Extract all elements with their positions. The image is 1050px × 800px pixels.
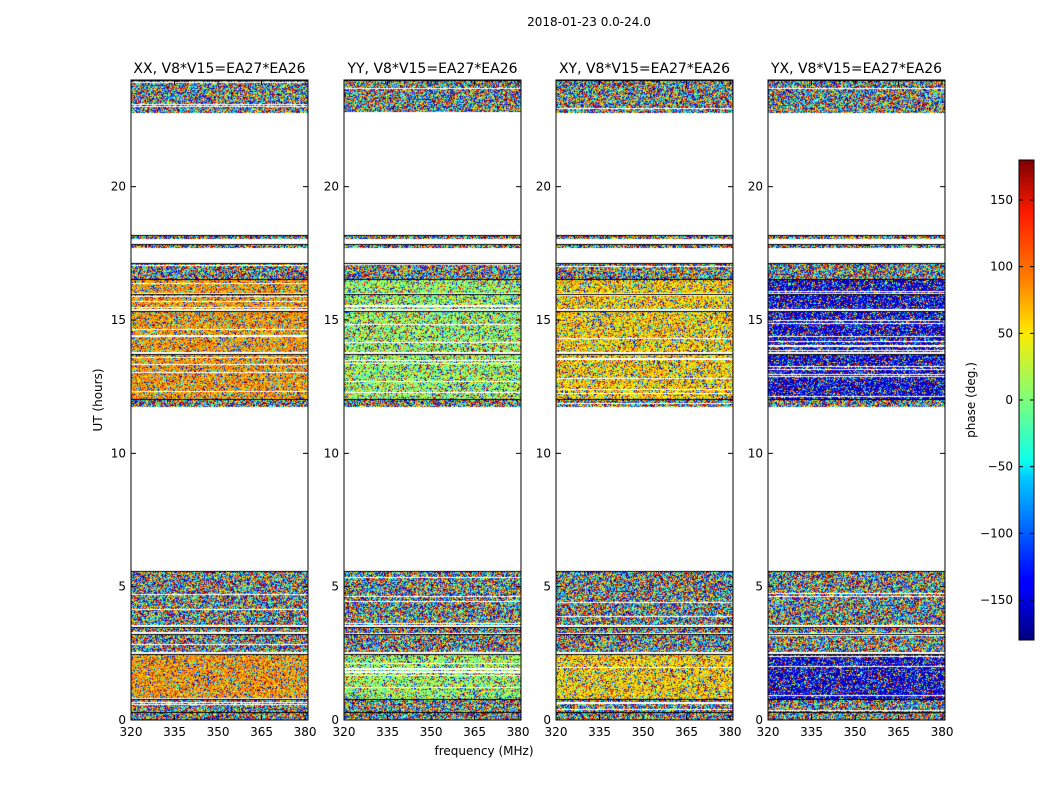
panel-title: XX, V8*V15=EA27*EA26 bbox=[133, 61, 305, 77]
y-tick-label: 15 bbox=[748, 313, 763, 327]
y-tick-label: 20 bbox=[748, 180, 763, 194]
colorbar-tick-label: 50 bbox=[998, 326, 1013, 340]
panel-frame bbox=[343, 79, 522, 721]
panel-xy: XY, V8*V15=EA27*EA26 320 335 350 365 380 0 5 10 1… bbox=[536, 61, 742, 739]
panel-title: YY, V8*V15=EA27*EA26 bbox=[346, 61, 517, 77]
x-tick-label: 365 bbox=[250, 725, 273, 739]
x-tick-label: 350 bbox=[207, 725, 230, 739]
y-tick-label: 15 bbox=[536, 313, 551, 327]
x-tick-label: 320 bbox=[120, 725, 143, 739]
y-tick-label: 5 bbox=[543, 580, 551, 594]
x-tick-label: 380 bbox=[931, 725, 954, 739]
x-tick-label: 365 bbox=[463, 725, 486, 739]
panel-xx: XX, V8*V15=EA27*EA26 320 335 350 365 380 0 5 10 1… bbox=[111, 61, 317, 739]
panel-title: XY, V8*V15=EA27*EA26 bbox=[559, 61, 730, 77]
y-tick-label: 0 bbox=[118, 713, 126, 727]
panel-yy: YY, V8*V15=EA27*EA26 320 335 350 365 380 0 5 10 1… bbox=[324, 61, 530, 739]
x-tick-label: 335 bbox=[376, 725, 399, 739]
x-tick-label: 350 bbox=[420, 725, 443, 739]
x-tick-label: 350 bbox=[632, 725, 655, 739]
colorbar-tick-label: 150 bbox=[990, 193, 1013, 207]
panel-frame bbox=[767, 79, 946, 721]
phase-heatmap-canvas bbox=[344, 80, 521, 720]
phase-heatmap-canvas bbox=[556, 80, 733, 720]
x-tick-label: 380 bbox=[507, 725, 530, 739]
x-tick-label: 320 bbox=[545, 725, 568, 739]
y-tick-label: 15 bbox=[111, 313, 126, 327]
y-tick-label: 5 bbox=[331, 580, 339, 594]
phase-heatmap bbox=[556, 80, 733, 720]
phase-heatmap bbox=[131, 80, 308, 720]
y-tick-label: 10 bbox=[111, 446, 126, 460]
x-tick-label: 365 bbox=[675, 725, 698, 739]
y-tick-label: 0 bbox=[331, 713, 339, 727]
x-tick-label: 380 bbox=[294, 725, 317, 739]
y-tick-label: 20 bbox=[324, 180, 339, 194]
phase-heatmap-canvas bbox=[131, 80, 308, 720]
y-tick-label: 10 bbox=[748, 446, 763, 460]
colorbar-tick-label: −50 bbox=[988, 460, 1013, 474]
y-tick-label: 10 bbox=[324, 446, 339, 460]
phase-heatmap bbox=[768, 80, 945, 720]
phase-heatmap bbox=[344, 80, 521, 720]
x-tick-label: 380 bbox=[719, 725, 742, 739]
y-tick-label: 0 bbox=[543, 713, 551, 727]
x-tick-label: 335 bbox=[800, 725, 823, 739]
x-tick-label: 335 bbox=[588, 725, 611, 739]
panel-frame bbox=[130, 79, 309, 721]
colorbar-tick-label: −150 bbox=[980, 593, 1013, 607]
y-tick-label: 10 bbox=[536, 446, 551, 460]
panel-title: YX, V8*V15=EA27*EA26 bbox=[770, 61, 942, 77]
figure-title: 2018-01-23 0.0-24.0 bbox=[527, 15, 651, 29]
y-tick-label: 15 bbox=[324, 313, 339, 327]
colorbar-tick-label: 0 bbox=[1005, 393, 1013, 407]
colorbar-label: phase (deg.) bbox=[964, 362, 978, 438]
y-tick-label: 0 bbox=[755, 713, 763, 727]
colorbar-ticks: 150 100 50 0 −50 −100 −150 bbox=[980, 193, 1034, 607]
phase-heatmap-canvas bbox=[768, 80, 945, 720]
y-axis-label: UT (hours) bbox=[91, 368, 105, 431]
panels-group: XX, V8*V15=EA27*EA26 320 335 350 365 380 0 5 10 1… bbox=[111, 61, 954, 739]
colorbar-tick-label: −100 bbox=[980, 526, 1013, 540]
x-tick-label: 350 bbox=[844, 725, 867, 739]
panel-yx: YX, V8*V15=EA27*EA26 320 335 350 365 380 0 5 10 1… bbox=[748, 61, 954, 739]
colorbar-tick-label: 100 bbox=[990, 260, 1013, 274]
x-tick-label: 335 bbox=[163, 725, 186, 739]
y-tick-label: 5 bbox=[755, 580, 763, 594]
y-tick-label: 5 bbox=[118, 580, 126, 594]
y-tick-label: 20 bbox=[536, 180, 551, 194]
colorbar: 150 100 50 0 −50 −100 −150 phase (deg.) bbox=[964, 159, 1035, 641]
x-axis-label: frequency (MHz) bbox=[434, 744, 533, 758]
panel-frame bbox=[555, 79, 734, 721]
x-tick-label: 320 bbox=[757, 725, 780, 739]
y-tick-label: 20 bbox=[111, 180, 126, 194]
x-tick-label: 365 bbox=[887, 725, 910, 739]
x-tick-label: 320 bbox=[333, 725, 356, 739]
